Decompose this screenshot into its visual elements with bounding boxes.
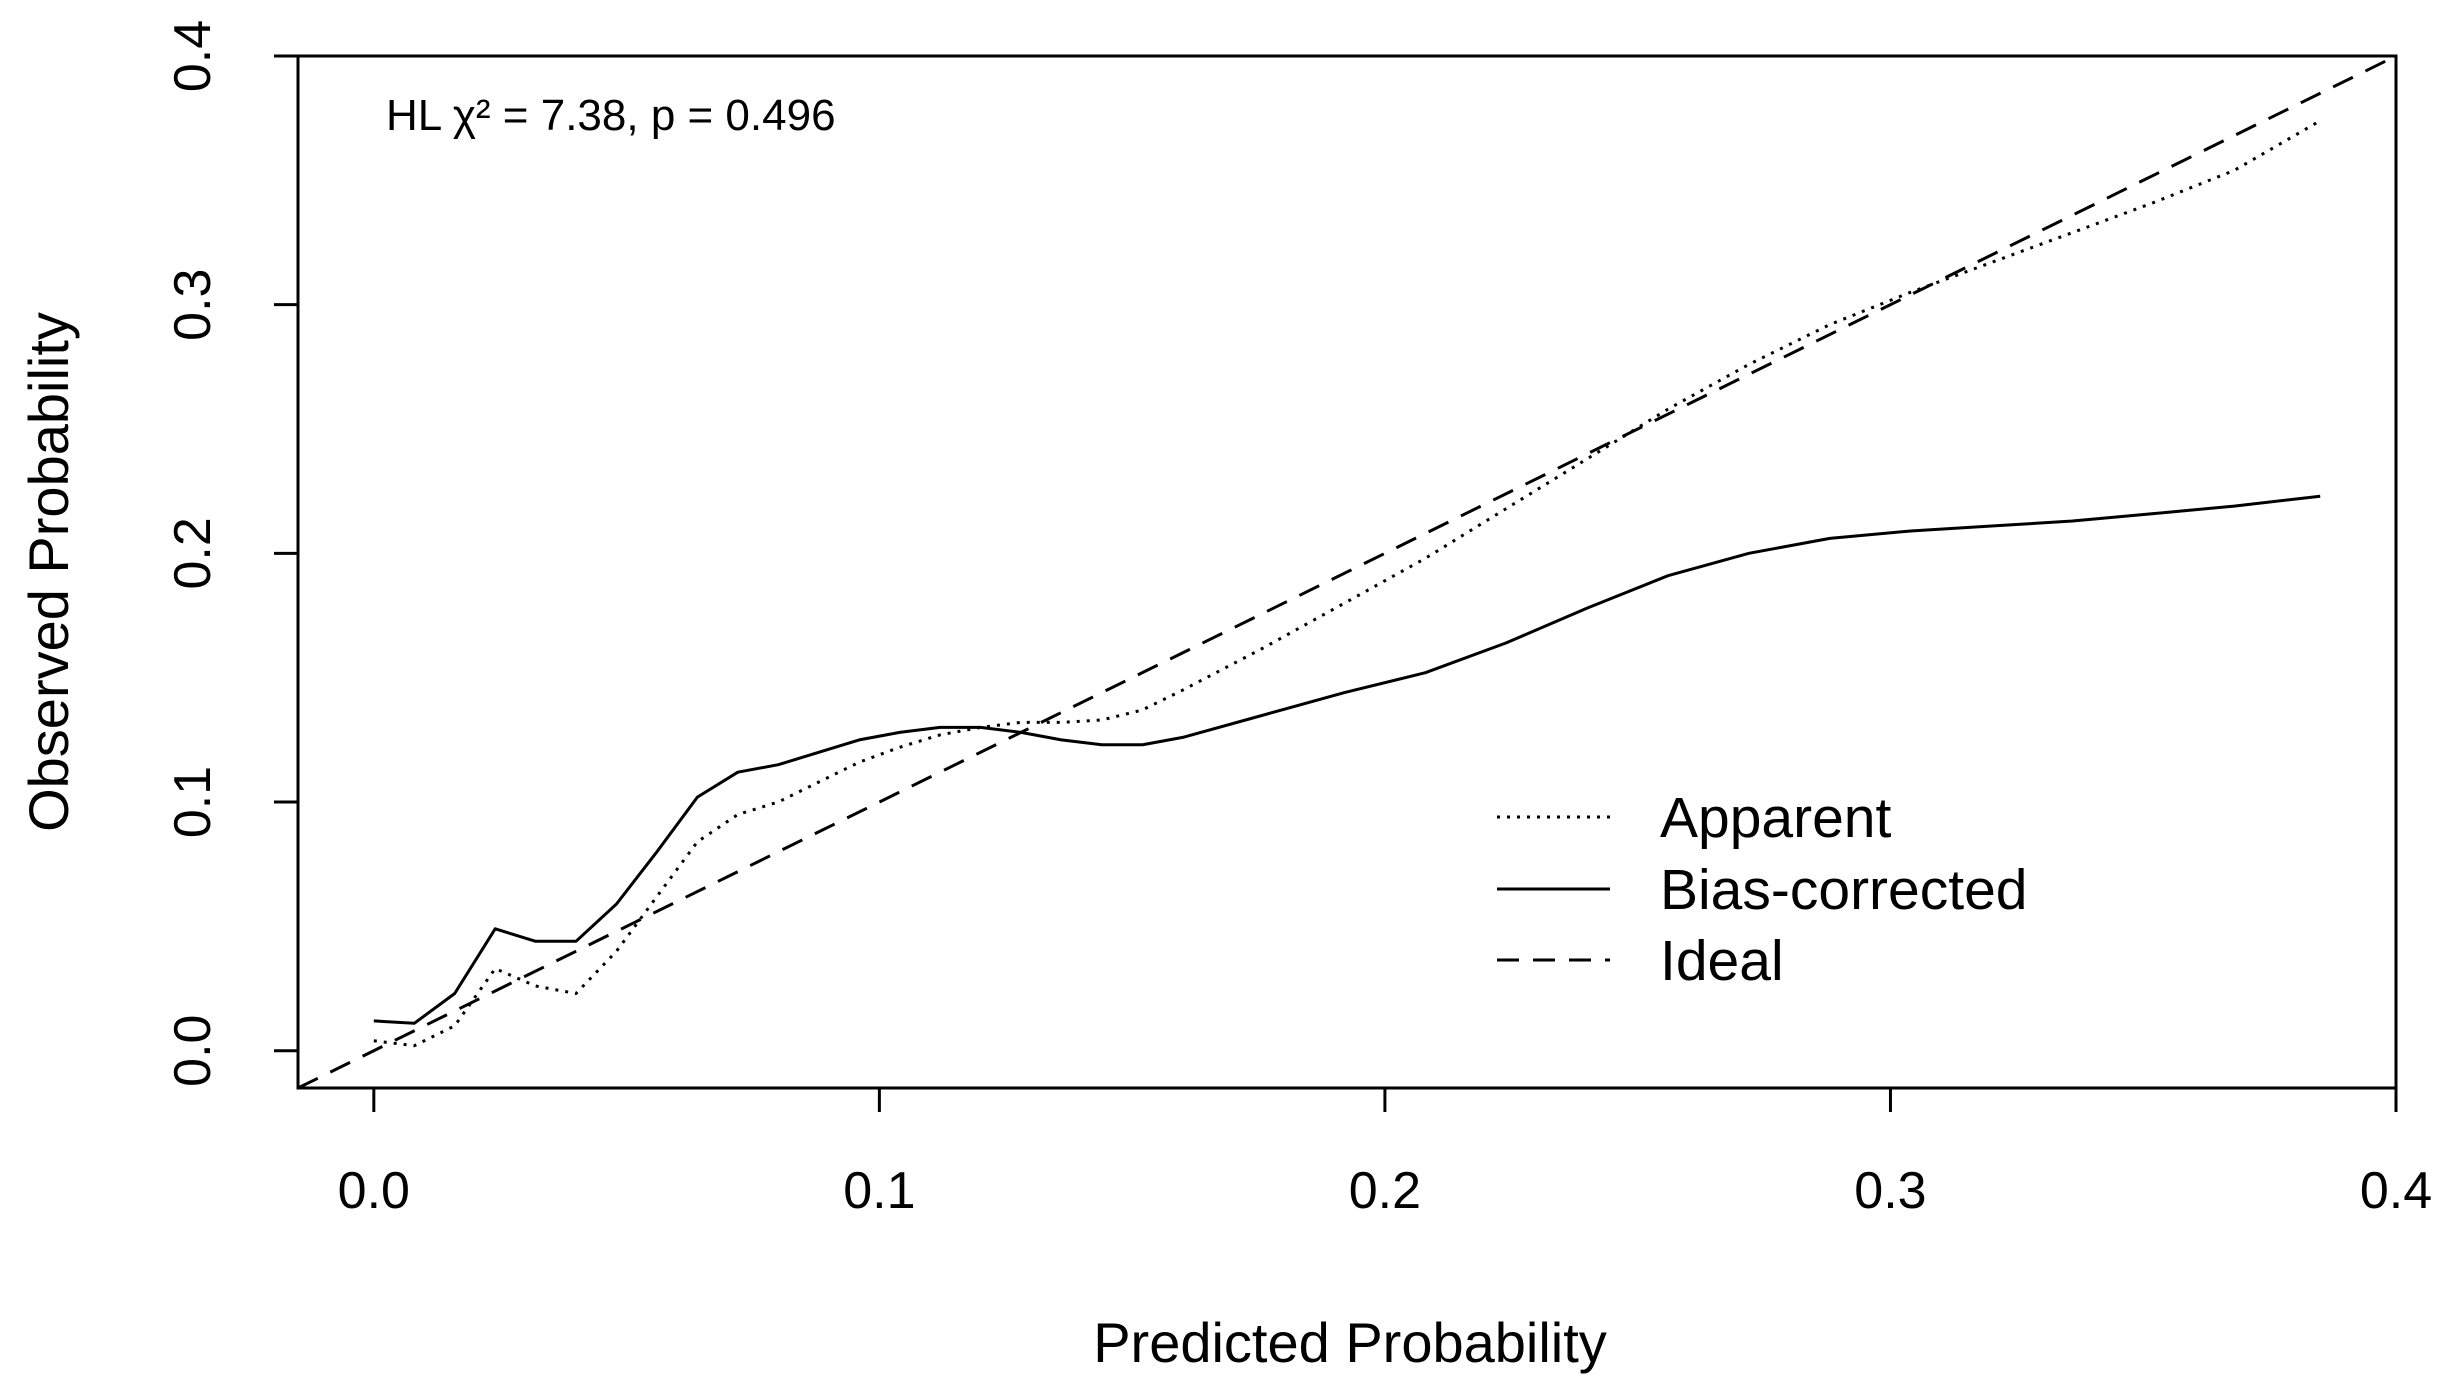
series-bias-corrected bbox=[373, 494, 2321, 1025]
legend-label-ideal: Ideal bbox=[1660, 929, 1784, 993]
annotation-hl-test: HL χ² = 7.38, p = 0.496 bbox=[386, 91, 836, 140]
legend-label-bias-corrected: Bias-corrected bbox=[1660, 858, 2027, 922]
x-tick-label: 0.1 bbox=[843, 1162, 915, 1220]
x-tick-label: 0.4 bbox=[2360, 1162, 2432, 1220]
series-apparent bbox=[373, 119, 2321, 1048]
x-axis-title: Predicted Probability bbox=[1093, 1311, 1607, 1374]
series-layer bbox=[297, 54, 2397, 1090]
series-ideal bbox=[297, 54, 2397, 1090]
y-tick-label: 0.2 bbox=[164, 517, 222, 589]
y-tick-label: 0.0 bbox=[164, 1015, 222, 1087]
y-tick-label: 0.3 bbox=[164, 269, 222, 341]
legend-label-apparent: Apparent bbox=[1660, 786, 1892, 850]
x-tick-label: 0.3 bbox=[1854, 1162, 1926, 1220]
x-tick-label: 0.2 bbox=[1349, 1162, 1421, 1220]
legend: Apparent Bias-corrected Ideal bbox=[1497, 786, 2027, 993]
axes: 0.0 0.1 0.2 0.3 0.4 0.0 0.1 0.2 0.3 0.4 bbox=[164, 20, 2432, 1220]
y-tick-label: 0.4 bbox=[164, 20, 222, 92]
y-axis-title: Observed Probability bbox=[17, 312, 80, 832]
y-tick-label: 0.1 bbox=[164, 766, 222, 838]
x-tick-label: 0.0 bbox=[338, 1162, 410, 1220]
